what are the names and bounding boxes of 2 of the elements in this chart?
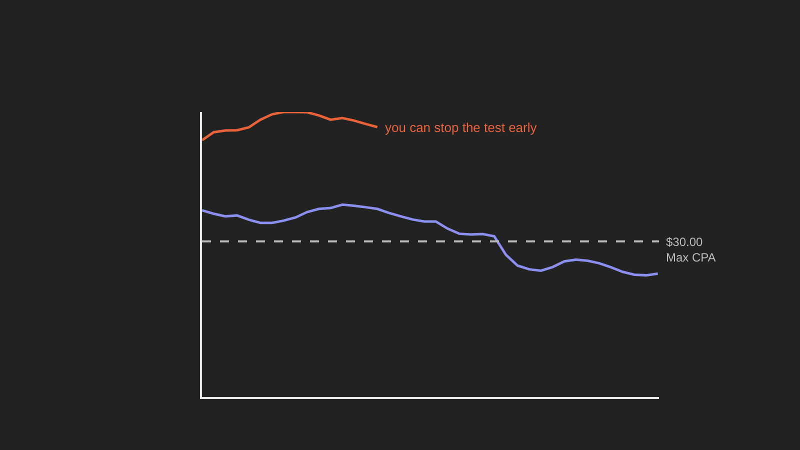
ref-line-label: $30.00 Max CPA xyxy=(666,235,716,265)
annotation: you can stop the test early xyxy=(385,120,538,135)
